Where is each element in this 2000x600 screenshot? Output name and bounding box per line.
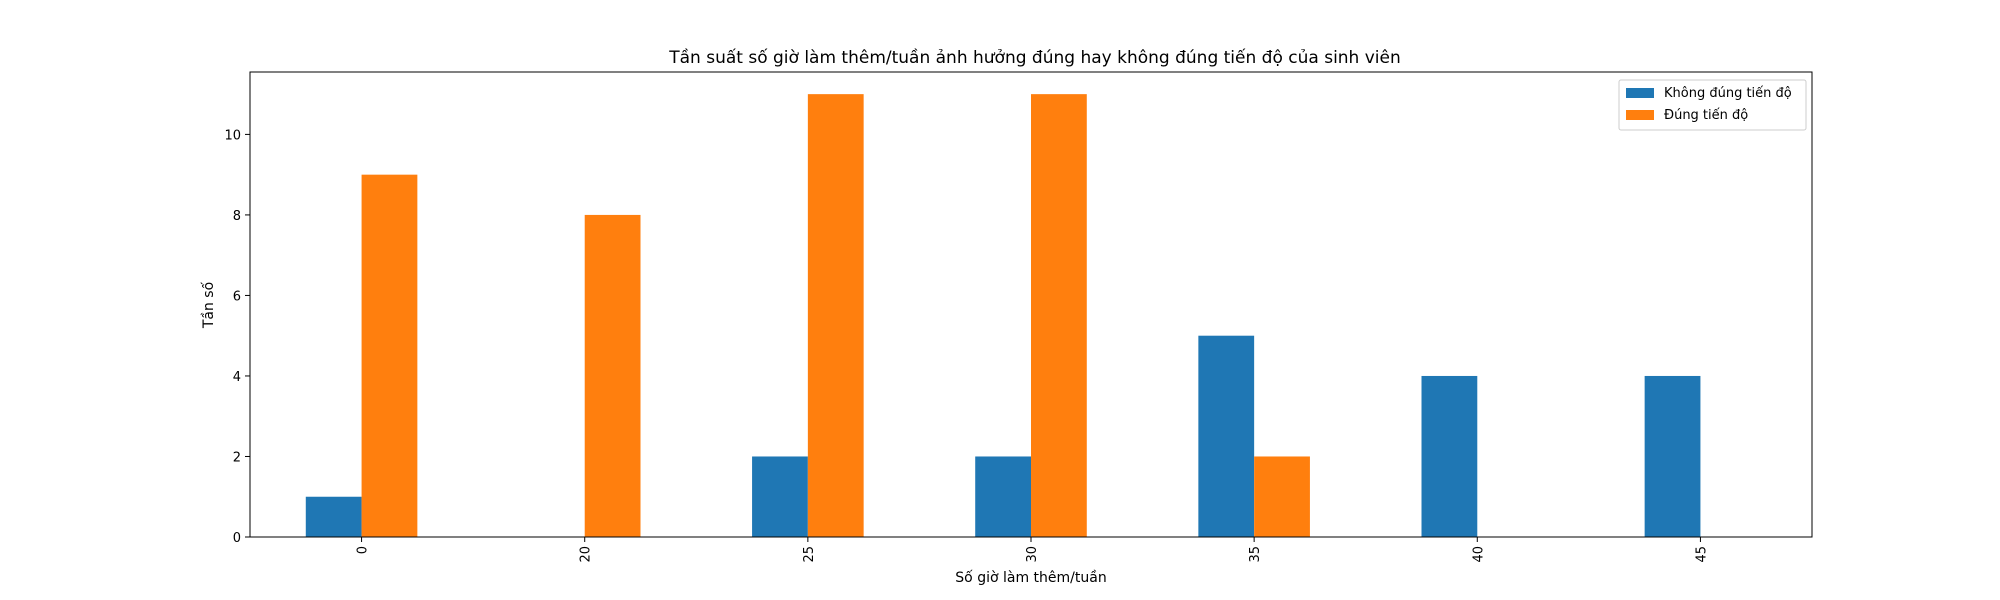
bar-series-0-45 xyxy=(1644,375,1701,537)
x-tick-label: 30 xyxy=(1025,546,1040,563)
y-tick-label: 8 xyxy=(233,209,241,224)
x-tick-label: 40 xyxy=(1471,546,1486,563)
x-tick-label: 45 xyxy=(1694,546,1709,563)
y-tick-label: 4 xyxy=(233,370,241,385)
bar-series-0-35 xyxy=(1198,335,1255,537)
legend-swatch-on-time xyxy=(1626,110,1654,120)
bar-series-1-20 xyxy=(584,214,641,538)
bar-series-0-25 xyxy=(752,456,808,537)
y-tick-label: 2 xyxy=(233,450,241,465)
y-tick-label: 0 xyxy=(233,531,241,546)
bar-series-0-40 xyxy=(1421,375,1478,537)
bar-series-1-25 xyxy=(807,94,864,538)
x-tick-label: 25 xyxy=(802,546,817,563)
legend-label-not-on-time: Không đúng tiến độ xyxy=(1664,86,1792,101)
x-tick-label: 20 xyxy=(579,546,594,563)
y-axis-label: Tần số xyxy=(200,281,217,329)
chart-title: Tần suất số giờ làm thêm/tuần ảnh hưởng … xyxy=(668,47,1401,68)
bar-series-0-30 xyxy=(975,456,1031,537)
bar-series-0-0 xyxy=(305,496,362,537)
legend-box xyxy=(1618,79,1807,131)
bar-series-1-35 xyxy=(1254,456,1310,537)
legend: Không đúng tiến độ Đúng tiến độ xyxy=(1618,79,1807,131)
legend-swatch-not-on-time xyxy=(1626,88,1654,98)
x-axis-label: Số giờ làm thêm/tuần xyxy=(955,569,1106,586)
bar-series-1-0 xyxy=(361,174,418,537)
y-axis: 0 2 4 6 8 10 xyxy=(224,128,250,546)
bar-series-1-30 xyxy=(1031,94,1087,538)
y-tick-label: 10 xyxy=(224,128,241,143)
x-tick-label: 35 xyxy=(1248,546,1263,563)
legend-label-on-time: Đúng tiến độ xyxy=(1664,108,1748,123)
y-tick-label: 6 xyxy=(233,289,241,304)
x-tick-label: 0 xyxy=(356,546,371,554)
x-axis: 0 20 25 30 35 40 45 xyxy=(356,537,1709,563)
bars-group xyxy=(305,94,1701,538)
